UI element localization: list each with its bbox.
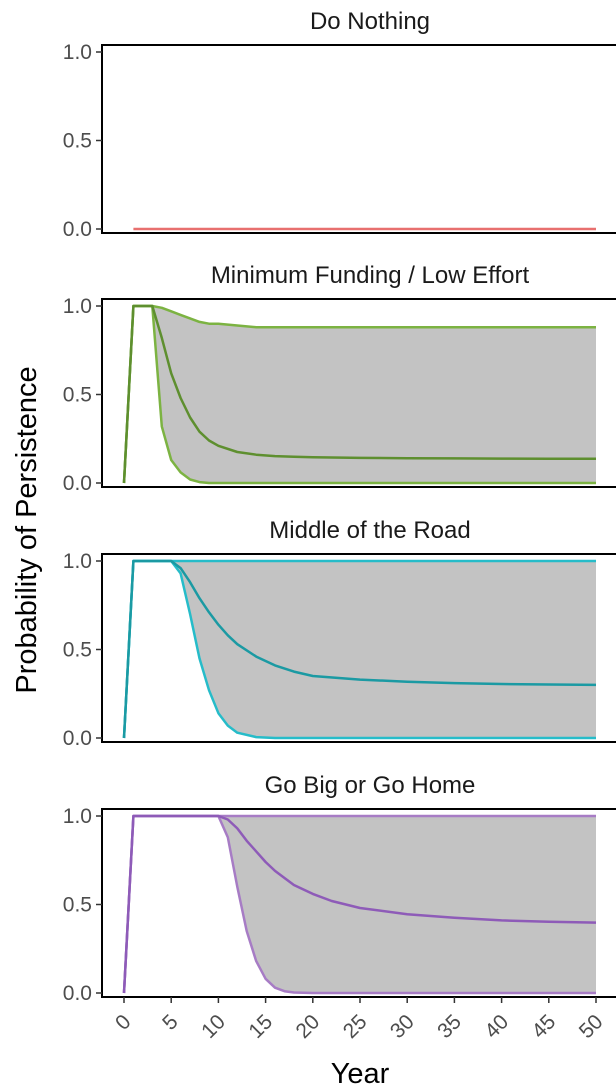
x-axis-title: Year [331,1058,390,1089]
median-line [122,559,597,739]
y-tick-label: 1.0 [63,41,92,64]
median-line [122,814,597,994]
y-tick-label: 0.0 [63,472,92,495]
x-tick-label: 10 [197,1010,230,1043]
x-tick-label: 45 [528,1010,561,1043]
y-axis-title: Probability of Persistence [11,366,43,693]
y-tick-label: 1.0 [63,550,92,573]
y-tick-label: 0.0 [63,982,92,1005]
y-tick-label: 0.5 [63,639,92,662]
y-tick-label: 0.5 [63,894,92,917]
panel-frame [101,44,616,234]
uncertainty-band [124,306,596,483]
x-tick-label: 15 [244,1010,277,1043]
x-tick-label: 35 [433,1010,466,1043]
x-tick-label: 30 [386,1010,419,1043]
x-tick-label: 0 [111,1010,136,1035]
panel-title: Minimum Funding / Low Effort [211,262,530,289]
uncertainty-band [124,816,596,993]
panel-2: Minimum Funding / Low Effort 0.0 0.5 1.0 [63,262,616,495]
panel-1: Do Nothing 0.0 0.5 1.0 [63,8,616,241]
panel-title: Do Nothing [310,8,430,35]
upper-line [122,304,596,484]
panel-frame [101,298,616,488]
panel-title: Middle of the Road [269,517,470,544]
y-tick-label: 0.5 [63,130,92,153]
uncertainty-band [124,561,596,738]
panel-3: Middle of the Road 0.0 0.5 1.0 [63,517,616,750]
median-line [122,304,596,484]
x-tick-label: 5 [158,1010,183,1035]
y-tick-label: 1.0 [63,295,92,318]
panel-title: Go Big or Go Home [265,772,476,799]
x-tick-label: 40 [480,1010,513,1043]
x-tick-label: 20 [292,1010,325,1043]
x-tick-label: 25 [339,1010,372,1043]
lower-line [122,304,596,485]
y-tick-label: 1.0 [63,805,92,828]
y-tick-label: 0.5 [63,384,92,407]
panel-4: Go Big or Go Home 0.0 0.5 1.0 0 5 10 15 20 25 30 35… [63,772,616,1043]
y-tick-label: 0.0 [63,218,92,241]
y-tick-label: 0.0 [63,727,92,750]
x-tick-label: 50 [575,1010,608,1043]
panel-frame [101,553,616,743]
